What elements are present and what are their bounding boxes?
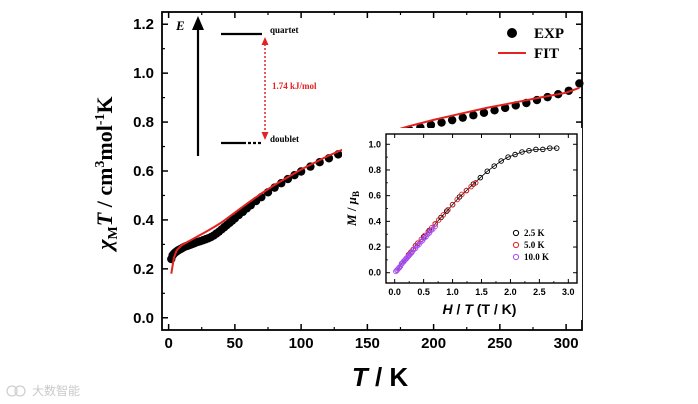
inset-x-tick-label: 0.0 xyxy=(388,287,401,297)
fit-line xyxy=(170,86,580,274)
inset-y-tick-label: 0.4 xyxy=(368,216,381,226)
exp-point xyxy=(479,108,489,117)
x-tick-label: 150 xyxy=(355,335,380,352)
inset-legend-marker xyxy=(512,253,520,261)
energy-gap-arrowhead-up xyxy=(261,37,269,45)
legend-fit-label: FIT xyxy=(534,46,559,62)
x-tick-label: 0 xyxy=(164,335,172,352)
exp-point xyxy=(458,113,467,122)
inset-point xyxy=(472,180,479,186)
inset-y-tick-label: 0.8 xyxy=(368,165,381,175)
legend-exp-marker xyxy=(507,28,517,38)
inset-point xyxy=(540,146,546,153)
inset-point xyxy=(432,223,438,230)
inset-legend-marker xyxy=(512,229,520,237)
inset-point xyxy=(397,263,404,270)
inset-point xyxy=(444,208,450,214)
inset-point xyxy=(425,228,432,235)
inset-point xyxy=(526,147,532,154)
y-axis-label: χMT / cm3mol-1K xyxy=(92,96,121,252)
inset-point xyxy=(396,264,403,271)
x-tick-label: 200 xyxy=(421,335,446,352)
inset-point xyxy=(459,191,465,198)
exp-point xyxy=(437,118,446,127)
exp-point xyxy=(575,79,584,88)
y-tick-label: 0.2 xyxy=(133,261,154,278)
inset-point xyxy=(408,250,414,257)
inset-series-10-0-K: 10.0 K xyxy=(393,223,549,275)
inset-y-tick-label: 1.0 xyxy=(368,139,381,149)
inset-legend-label: 2.5 K xyxy=(524,228,545,238)
legend-exp-label: EXP xyxy=(534,26,564,42)
inset-point xyxy=(415,240,421,246)
inset-point xyxy=(422,232,428,239)
inset-x-tick-label: 1.0 xyxy=(446,287,459,297)
inset-point xyxy=(547,145,553,151)
inset-x-tick-label: 0.5 xyxy=(417,287,430,297)
y-tick-label: 0.6 xyxy=(133,163,154,180)
energy-gap-arrowhead-down xyxy=(261,132,269,140)
inset-point xyxy=(477,174,484,181)
inset-y-tick-label: 0.2 xyxy=(368,242,381,252)
exp-point xyxy=(500,103,510,113)
x-tick-label: 300 xyxy=(554,335,579,352)
watermark-text: 大数智能 xyxy=(32,384,81,398)
inset-point xyxy=(428,225,435,231)
inset-y-tick-label: 0.6 xyxy=(368,191,381,201)
inset-point xyxy=(512,151,518,158)
exp-point xyxy=(469,111,478,120)
y-tick-label: 0.4 xyxy=(133,212,155,229)
inset-point xyxy=(468,183,474,190)
energy-axis-label: E xyxy=(175,18,185,33)
exp-point xyxy=(447,115,457,125)
inset-point xyxy=(463,187,470,194)
inset-legend-label: 10.0 K xyxy=(524,252,549,262)
inset-point xyxy=(435,217,442,223)
inset-point xyxy=(533,146,539,153)
inset-legend-marker xyxy=(512,241,520,249)
inset-point xyxy=(505,154,511,160)
inset-point xyxy=(454,196,460,203)
y-tick-label: 0.8 xyxy=(133,114,154,131)
inset-plot: 0.0 0.5 1.0 1.5 2.0 2.5 3.0 0.0 0.2 0.4 0.6 0.8 1.0 H… xyxy=(342,128,582,320)
exp-point xyxy=(426,120,436,130)
y-tick-label: 1.0 xyxy=(133,65,154,82)
inset-point xyxy=(484,168,491,174)
x-tick-label: 50 xyxy=(227,335,244,352)
inset-y-axis-label: M / μB xyxy=(344,191,361,227)
x-tick-label: 100 xyxy=(289,335,314,352)
inset-point xyxy=(440,212,447,218)
inset-point xyxy=(519,149,525,155)
inset-x-tick-label: 2.5 xyxy=(533,287,546,297)
legend: EXP FIT xyxy=(498,26,564,62)
y-tick-label: 1.2 xyxy=(133,16,154,33)
inset-background xyxy=(342,128,582,320)
quartet-label: quartet xyxy=(270,25,299,35)
inset-point xyxy=(449,201,456,208)
watermark-logo-icon xyxy=(6,384,26,397)
inset-point xyxy=(418,236,425,243)
inset-point xyxy=(491,163,497,169)
inset-point xyxy=(498,158,504,164)
inset-x-axis-label: H / T (T / K) xyxy=(443,301,517,317)
inset-point xyxy=(445,207,451,213)
y-tick-label: 0.0 xyxy=(133,310,154,327)
inset-x-tick-label: 3.0 xyxy=(562,287,575,297)
exp-point xyxy=(490,106,499,115)
inset-point xyxy=(432,221,438,227)
energy-axis-arrowhead xyxy=(192,16,204,30)
doublet-label: doublet xyxy=(270,134,299,144)
energy-gap-label: 1.74 kJ/mol xyxy=(272,81,317,91)
inset-point xyxy=(553,145,560,151)
x-tick-label: 250 xyxy=(487,335,512,352)
inset-y-tick-label: 0.0 xyxy=(368,268,381,278)
x-axis-label: T / K xyxy=(352,362,409,392)
inset-x-tick-label: 1.5 xyxy=(475,287,488,297)
watermark: 大数智能 xyxy=(6,382,80,399)
inset-legend-label: 5.0 K xyxy=(524,240,545,250)
inset-x-tick-label: 2.0 xyxy=(504,287,517,297)
